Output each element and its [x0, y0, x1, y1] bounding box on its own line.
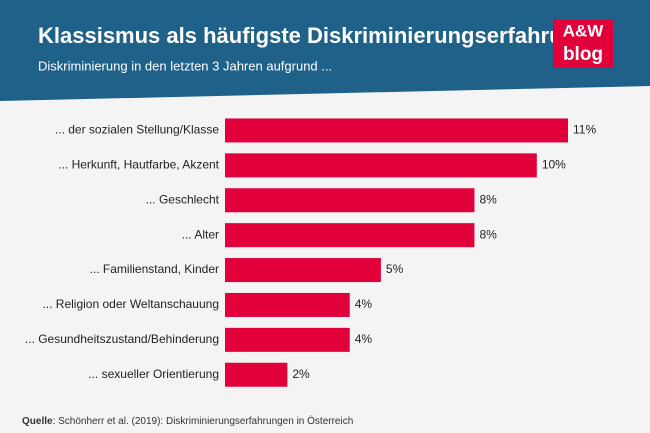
bar — [225, 292, 350, 317]
y-tick-label: ... Familienstand, Kinder — [90, 262, 219, 276]
y-tick-label: ... Alter — [182, 227, 219, 241]
source-label: Quelle — [22, 416, 53, 427]
value-label: 11% — [573, 123, 596, 137]
header-banner — [0, 0, 650, 101]
value-label: 4% — [355, 332, 373, 346]
logo-text: A&W — [563, 21, 605, 40]
bar — [225, 258, 381, 283]
y-tick-label: ... sexueller Orientierung — [88, 367, 219, 381]
value-label: 10% — [542, 158, 566, 172]
value-label: 2% — [292, 367, 310, 381]
source-text: : Schönherr et al. (2019): Diskriminieru… — [53, 415, 354, 427]
bar — [225, 118, 568, 143]
y-tick-label: ... Geschlecht — [146, 192, 220, 206]
bar — [225, 153, 537, 178]
chart-subtitle: Diskriminierung in den letzten 3 Jahren … — [38, 58, 332, 73]
value-label: 4% — [355, 297, 373, 311]
bar — [225, 327, 350, 352]
value-label: 5% — [386, 262, 404, 276]
bar — [225, 223, 475, 248]
logo-box — [553, 20, 613, 68]
logo-text: blog — [563, 44, 603, 65]
y-tick-label: ... Gesundheitszustand/Behinderung — [25, 332, 219, 346]
value-label: 8% — [479, 192, 497, 206]
bar — [225, 362, 288, 387]
source: Quelle: Schönherr et al. (2019): Diskrim… — [22, 415, 353, 427]
value-label: 8% — [479, 227, 497, 241]
chart-title: Klassismus als häufigste Diskriminierung… — [38, 23, 589, 48]
y-tick-label: ... der sozialen Stellung/Klasse — [55, 123, 219, 137]
bar — [225, 188, 475, 213]
y-tick-label: ... Herkunft, Hautfarbe, Akzent — [58, 158, 219, 172]
y-tick-label: ... Religion oder Weltanschauung — [42, 297, 219, 311]
